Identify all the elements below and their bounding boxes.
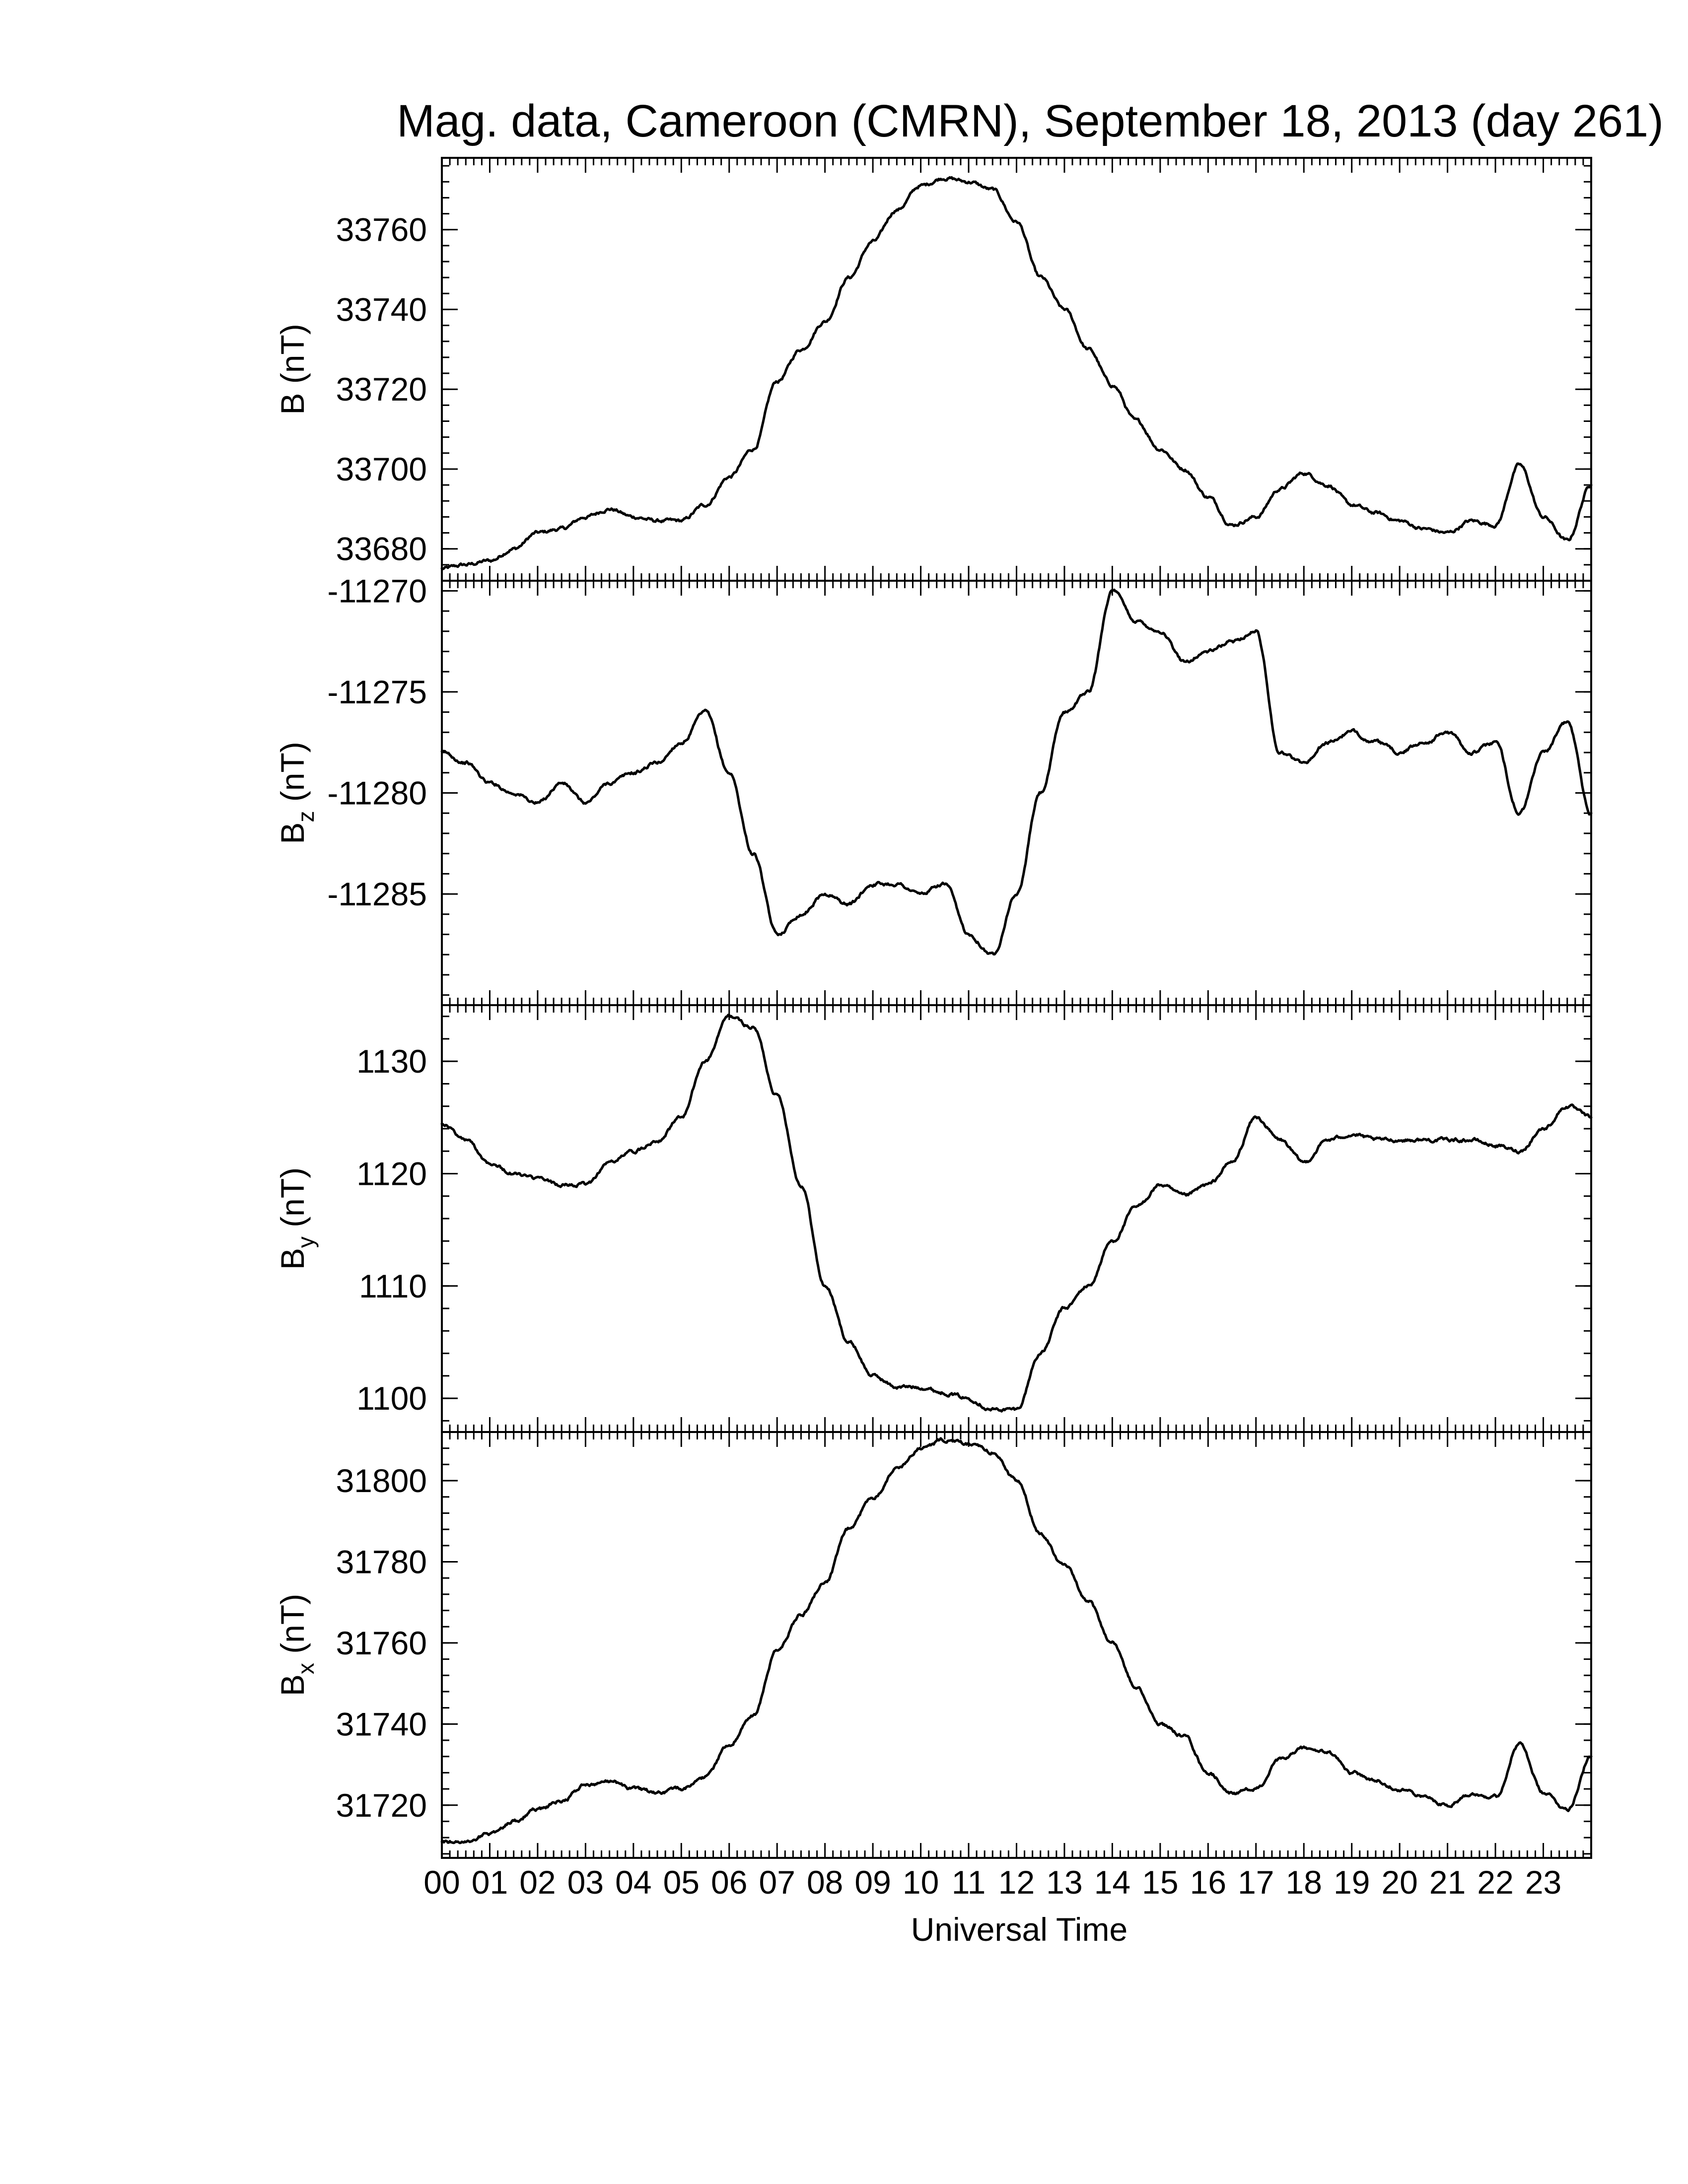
x-tick-label: 21 — [1429, 1864, 1466, 1901]
x-tick-label: 20 — [1381, 1864, 1417, 1901]
panel-frame — [441, 1004, 1592, 1433]
y-axis-label-by: By (nT) — [274, 1167, 319, 1270]
y-axis-label-bz: Bz (nT) — [274, 742, 319, 844]
x-tick-label: 08 — [807, 1864, 843, 1901]
y-axis-label-b: B (nT) — [274, 324, 311, 414]
y-tick-label: 33680 — [336, 531, 427, 567]
x-tick-label: 18 — [1286, 1864, 1322, 1901]
y-tick-label: -11275 — [327, 674, 427, 710]
y-tick-label: 1110 — [359, 1268, 427, 1304]
y-tick-label: -11285 — [327, 876, 427, 912]
x-tick-label: 13 — [1046, 1864, 1082, 1901]
series-line-bx — [440, 1437, 1593, 1844]
y-tick-label: 1130 — [356, 1043, 427, 1080]
panel-b: 33680 33700 33720 33740 33760 B (nT) — [274, 157, 1593, 582]
x-tick-label: 06 — [711, 1864, 747, 1901]
series-line-b — [440, 176, 1593, 570]
y-tick-label: 1100 — [356, 1380, 427, 1417]
x-axis-tick-labels: 00 01 02 03 04 05 06 07 08 09 10 11 12 13 14 15 16 17 18 19… — [423, 1864, 1561, 1901]
y-tick-label: 33700 — [336, 451, 427, 487]
y-axis-label-bx: Bx (nT) — [274, 1594, 319, 1696]
y-tick-label: 33720 — [336, 371, 427, 408]
x-tick-label: 12 — [998, 1864, 1035, 1901]
y-tick-label: 31780 — [336, 1543, 427, 1580]
y-tick-label: 1120 — [356, 1155, 427, 1192]
y-tick-label: 33760 — [336, 211, 427, 248]
x-tick-label: 19 — [1334, 1864, 1370, 1901]
x-tick-label: 23 — [1525, 1864, 1561, 1901]
x-tick-label: 01 — [472, 1864, 508, 1901]
panel-frame — [441, 580, 1592, 1006]
y-tick-label: 31760 — [336, 1625, 427, 1661]
x-tick-label: 11 — [952, 1864, 986, 1901]
x-tick-label: 02 — [519, 1864, 556, 1901]
y-tick-label: 31740 — [336, 1706, 427, 1742]
x-tick-label: 15 — [1142, 1864, 1178, 1901]
x-tick-label: 10 — [903, 1864, 939, 1901]
y-tick-label: -11270 — [327, 572, 427, 609]
series-line-by — [440, 1014, 1593, 1413]
y-tick-label: 31800 — [336, 1462, 427, 1499]
x-tick-label: 16 — [1190, 1864, 1226, 1901]
x-tick-label: 05 — [663, 1864, 700, 1901]
y-tick-label: 33740 — [336, 291, 427, 328]
panel-frame — [441, 1431, 1592, 1859]
y-tick-label: -11280 — [327, 775, 427, 812]
x-tick-label: 00 — [423, 1864, 460, 1901]
x-tick-label: 09 — [854, 1864, 891, 1901]
x-tick-label: 07 — [759, 1864, 795, 1901]
x-tick-label: 14 — [1094, 1864, 1130, 1901]
chart-title: Mag. data, Cameroon (CMRN), September 18… — [397, 96, 1664, 146]
series-line-bz — [440, 588, 1593, 956]
panel-bx: 31720 31740 31760 31780 31800 Bx (nT) — [274, 1431, 1593, 1859]
x-tick-label: 17 — [1238, 1864, 1274, 1901]
y-tick-label: 31720 — [336, 1787, 427, 1824]
x-axis-label: Universal Time — [911, 1911, 1127, 1948]
x-tick-label: 04 — [615, 1864, 651, 1901]
x-tick-label: 22 — [1477, 1864, 1513, 1901]
panel-by: 1100 1110 1120 1130 By (nT) — [274, 1004, 1593, 1433]
x-tick-label: 03 — [567, 1864, 604, 1901]
